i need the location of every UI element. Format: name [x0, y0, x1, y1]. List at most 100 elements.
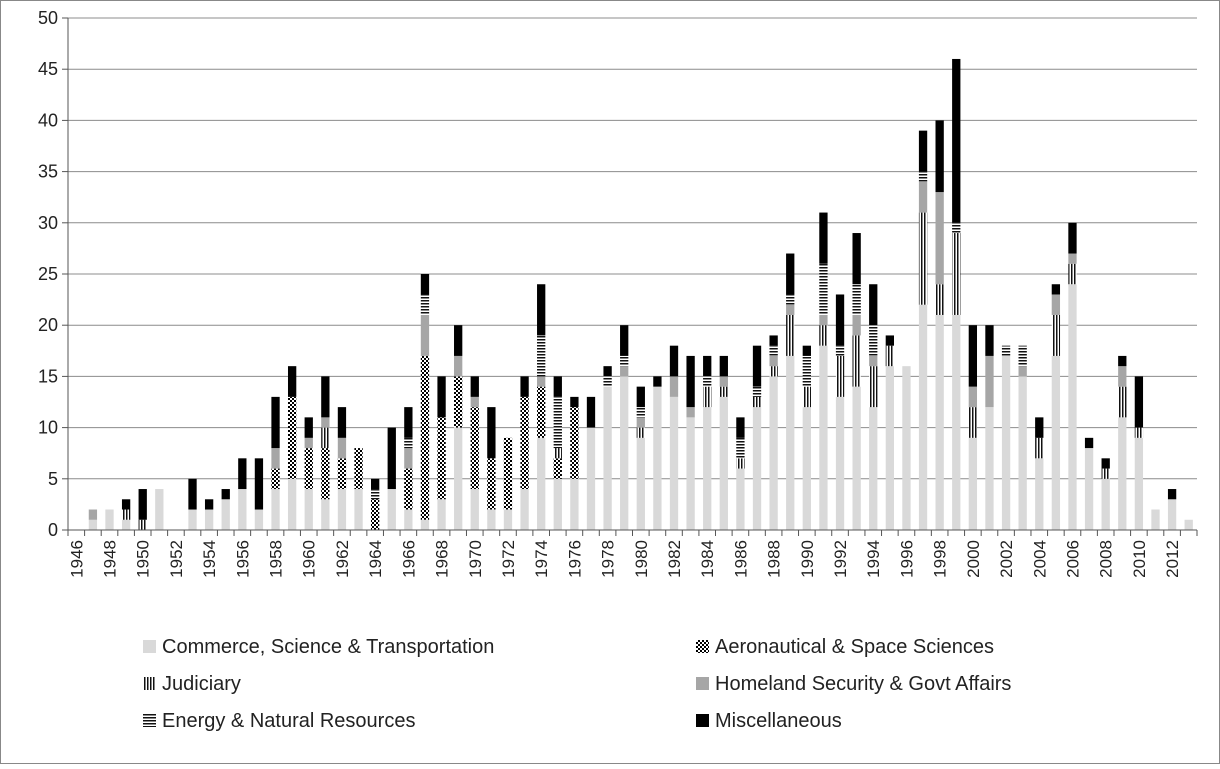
bar-segment: [420, 519, 430, 530]
x-tick-label: 1964: [366, 540, 385, 578]
bar-segment: [636, 407, 645, 418]
bar-segment: [736, 468, 745, 530]
bar-segment: [686, 417, 695, 530]
x-tick-label: 1980: [632, 540, 651, 578]
x-tick-label: 1988: [765, 540, 784, 578]
legend-entry: Homeland Security & Govt Affairs: [715, 673, 1011, 695]
x-tick-label: 2010: [1130, 540, 1149, 578]
bar-segment: [553, 478, 562, 530]
bar-segment: [503, 509, 513, 530]
bar-segment: [454, 355, 463, 377]
bar-segment: [620, 376, 629, 530]
bar-segment: [404, 509, 413, 530]
bar-segment: [254, 509, 264, 530]
bar-segment: [935, 284, 944, 315]
bar-segment: [736, 417, 745, 438]
bar-segment: [553, 448, 562, 459]
bar-segment: [952, 233, 961, 315]
legend-entry: Energy & Natural Resources: [162, 710, 415, 732]
axes: 0 5 10 15 20 25 30 35 40 45 50 1946 1948 1950 1952 1954…: [38, 8, 1198, 578]
legend-entry: Commerce, Science & Transportation: [162, 636, 494, 658]
bar-segment: [769, 376, 778, 530]
bar-segment: [520, 396, 529, 490]
bar-segment: [819, 345, 828, 530]
x-tick-label: 1970: [466, 540, 485, 578]
bar-segment: [968, 407, 978, 438]
bar-segment: [354, 489, 363, 530]
bar-segment: [1018, 345, 1027, 367]
bar-segment: [752, 386, 762, 397]
bar-segment: [786, 314, 795, 356]
bar-segment: [869, 366, 878, 408]
bar-segment: [1167, 489, 1177, 500]
bar-segment: [1051, 284, 1061, 295]
bar-segment: [1101, 468, 1110, 479]
bar-segment: [968, 437, 978, 530]
bar-segment: [204, 509, 214, 530]
bar-segment: [636, 427, 645, 438]
bar-segment: [918, 171, 928, 182]
bar-segment: [719, 376, 728, 387]
x-tick-label: 2008: [1097, 540, 1116, 578]
bar-segment: [819, 314, 828, 326]
x-tick-label: 1956: [233, 540, 252, 578]
x-tick-label: 1952: [167, 540, 186, 578]
bar-segment: [354, 448, 363, 490]
bar-segment: [935, 120, 944, 193]
bar-segment: [952, 222, 961, 234]
bar-segment: [653, 376, 662, 387]
bar-segment: [570, 396, 579, 408]
bar-segment: [321, 417, 330, 428]
bar-segment: [869, 284, 878, 326]
legend: Commerce, Science & Transportation Aerona…: [143, 636, 1011, 732]
bar-segment: [586, 427, 596, 530]
bar-segment: [935, 192, 944, 285]
legend-swatch: [143, 714, 156, 727]
bar-segment: [586, 396, 596, 428]
y-tick-label: 5: [48, 469, 58, 489]
bar-segment: [221, 499, 230, 530]
x-tick-label: 1960: [300, 540, 319, 578]
bar-segment: [537, 386, 546, 438]
bar-segment: [1018, 366, 1027, 377]
bar-segment: [669, 376, 679, 397]
bar-segment: [752, 345, 762, 387]
bar-segment: [470, 407, 479, 490]
y-tick-label: 35: [38, 162, 58, 182]
bar-segment: [703, 407, 712, 530]
bar-segment: [287, 366, 297, 397]
bar-segment: [155, 489, 164, 530]
x-tick-label: 1948: [101, 540, 120, 578]
x-tick-label: 2004: [1030, 540, 1049, 578]
bar-segment: [188, 478, 197, 510]
bar-segment: [1134, 427, 1144, 438]
x-tick-label: 1968: [433, 540, 452, 578]
bar-segment: [304, 417, 313, 438]
bar-segment: [1068, 263, 1077, 285]
bar-segment: [918, 304, 928, 530]
bar-segment: [786, 294, 795, 305]
bar-segment: [719, 396, 728, 530]
bar-segment: [752, 396, 762, 408]
bar-segment: [885, 335, 894, 346]
bar-segment: [686, 407, 695, 418]
bar-segment: [719, 386, 728, 397]
bar-segment: [121, 499, 131, 510]
bar-segment: [387, 489, 396, 530]
x-tick-label: 1958: [267, 540, 286, 578]
bar-segment: [304, 489, 313, 530]
x-tick-label: 1962: [333, 540, 352, 578]
bar-segment: [1035, 417, 1044, 438]
bar-segment: [902, 366, 911, 530]
bar-segment: [1068, 284, 1077, 530]
y-tick-label: 0: [48, 520, 58, 540]
x-tick-label: 2012: [1163, 540, 1182, 578]
bar-segment: [603, 386, 612, 530]
bar-segment: [537, 335, 546, 377]
bar-segment: [88, 519, 98, 530]
bar-segment: [1051, 294, 1061, 315]
bar-segment: [371, 499, 380, 530]
bar-segment: [1051, 355, 1061, 530]
